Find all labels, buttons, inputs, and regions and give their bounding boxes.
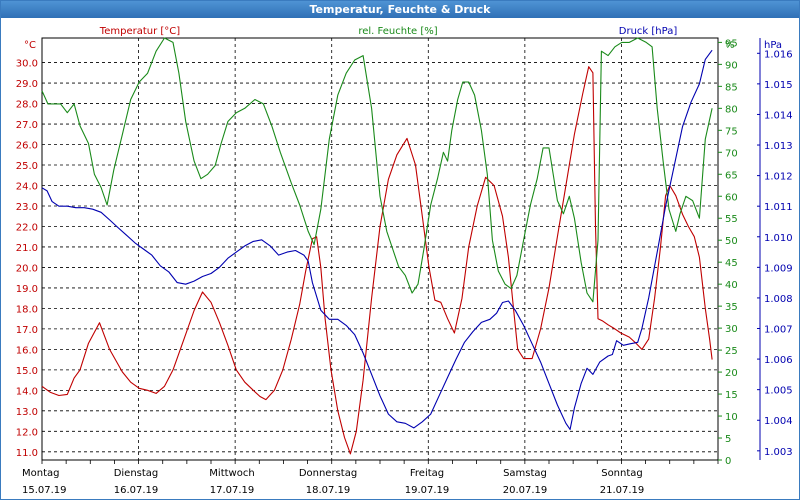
day-name-label: Mittwoch xyxy=(209,468,254,479)
pressure-axis: 1.003 1.004 1.005 1.006 1.007 1.008 1.009 1.010… xyxy=(757,38,793,460)
day-date-label: 15.07.19 xyxy=(22,485,67,496)
temperature-tick-label: 20.0 xyxy=(16,263,38,274)
day-date-label: 16.07.19 xyxy=(114,485,159,496)
pressure-tick-label: 1.009 xyxy=(764,263,793,274)
humidity-tick-label: 40 xyxy=(725,280,738,291)
temperature-tick-label: 25.0 xyxy=(16,161,38,172)
humidity-tick-label: 55 xyxy=(725,214,738,225)
day-date-label: 21.07.19 xyxy=(600,485,645,496)
pressure-line xyxy=(41,49,713,430)
humidity-tick-label: 15 xyxy=(725,390,738,401)
day-date-label: 17.07.19 xyxy=(210,485,255,496)
humidity-tick-label: 0 xyxy=(725,456,731,467)
day-date-label: 20.07.19 xyxy=(503,485,548,496)
pressure-tick-label: 1.005 xyxy=(764,386,793,397)
day-name-label: Sonntag xyxy=(601,468,643,479)
day-name-label: Freitag xyxy=(410,468,444,479)
temperature-tick-label: 28.0 xyxy=(16,100,38,111)
temperature-tick-label: 13.0 xyxy=(16,407,38,418)
humidity-tick-label: 25 xyxy=(725,346,738,357)
temperature-tick-label: 18.0 xyxy=(16,304,38,315)
humidity-tick-label: 10 xyxy=(725,412,738,423)
pressure-tick-label: 1.003 xyxy=(764,447,793,458)
pressure-tick-label: 1.015 xyxy=(764,80,793,91)
day-name-label: Dienstag xyxy=(114,468,159,479)
temperature-tick-label: 19.0 xyxy=(16,284,38,295)
plot-area-border xyxy=(41,37,719,461)
humidity-tick-label: 20 xyxy=(725,368,738,379)
humidity-axis-unit: % xyxy=(725,40,735,51)
day-date-label: 18.07.19 xyxy=(306,485,351,496)
humidity-line xyxy=(41,37,713,303)
window-title: Temperatur, Feuchte & Druck xyxy=(1,1,799,18)
temperature-tick-label: 26.0 xyxy=(16,141,38,152)
humidity-tick-label: 70 xyxy=(725,148,738,159)
temperature-tick-label: 17.0 xyxy=(16,325,38,336)
left-axis-unit: °C xyxy=(24,40,36,51)
humidity-tick-label: 60 xyxy=(725,192,738,203)
day-name-label: Montag xyxy=(22,468,59,479)
temperature-tick-label: 15.0 xyxy=(16,366,38,377)
series-lines xyxy=(41,37,713,455)
pressure-tick-label: 1.006 xyxy=(764,355,793,366)
humidity-tick-label: 75 xyxy=(725,126,738,137)
humidity-series-header: rel. Feuchte [%] xyxy=(358,26,437,37)
day-name-label: Samstag xyxy=(503,468,547,479)
temperature-tick-label: 29.0 xyxy=(16,79,38,90)
temperature-tick-label: 21.0 xyxy=(16,243,38,254)
temperature-tick-label: 22.0 xyxy=(16,222,38,233)
temperature-series-header: Temperatur [°C] xyxy=(99,26,180,37)
humidity-tick-label: 50 xyxy=(725,236,738,247)
temperature-tick-label: 12.0 xyxy=(16,427,38,438)
humidity-tick-label: 65 xyxy=(725,170,738,181)
pressure-tick-label: 1.007 xyxy=(764,325,793,336)
temperature-tick-label: 16.0 xyxy=(16,345,38,356)
temperature-axis: 11.0 12.0 13.0 14.0 15.0 16.0 17.0 18.0 19.0 20.0… xyxy=(16,59,38,459)
pressure-tick-label: 1.013 xyxy=(764,141,793,152)
temperature-tick-label: 24.0 xyxy=(16,181,38,192)
temperature-tick-label: 23.0 xyxy=(16,202,38,213)
plot-frame xyxy=(41,37,719,461)
humidity-tick-label: 90 xyxy=(725,60,738,71)
humidity-tick-label: 85 xyxy=(725,82,738,93)
pressure-tick-label: 1.016 xyxy=(764,49,793,60)
pressure-tick-label: 1.010 xyxy=(764,233,793,244)
pressure-series-header: Druck [hPa] xyxy=(619,26,678,37)
day-date-label: 19.07.19 xyxy=(405,485,450,496)
humidity-tick-label: 45 xyxy=(725,258,738,269)
pressure-tick-label: 1.014 xyxy=(764,110,793,121)
humidity-tick-label: 35 xyxy=(725,302,738,313)
day-name-label: Donnerstag xyxy=(299,468,357,479)
x-axis-day-labels: Montag 15.07.19 Dienstag 16.07.19 Mittwoch 17… xyxy=(22,468,644,496)
humidity-tick-label: 95 xyxy=(725,38,738,49)
humidity-tick-label: 5 xyxy=(725,434,731,445)
temperature-line xyxy=(41,66,713,455)
humidity-tick-label: 30 xyxy=(725,324,738,335)
chart-grid xyxy=(41,38,719,464)
pressure-axis-unit: hPa xyxy=(764,40,782,51)
pressure-tick-label: 1.004 xyxy=(764,416,793,427)
temperature-tick-label: 30.0 xyxy=(16,59,38,70)
temperature-tick-label: 14.0 xyxy=(16,386,38,397)
temperature-tick-label: 11.0 xyxy=(16,448,38,459)
temperature-tick-label: 27.0 xyxy=(16,120,38,131)
pressure-tick-label: 1.012 xyxy=(764,172,793,183)
humidity-axis: 0 5 10 15 20 25 30 35 40 45 50 55 60 65 70 75 80 85 90 95 xyxy=(718,38,738,467)
pressure-tick-label: 1.011 xyxy=(764,202,793,213)
humidity-tick-label: 80 xyxy=(725,104,738,115)
pressure-tick-label: 1.008 xyxy=(764,294,793,305)
